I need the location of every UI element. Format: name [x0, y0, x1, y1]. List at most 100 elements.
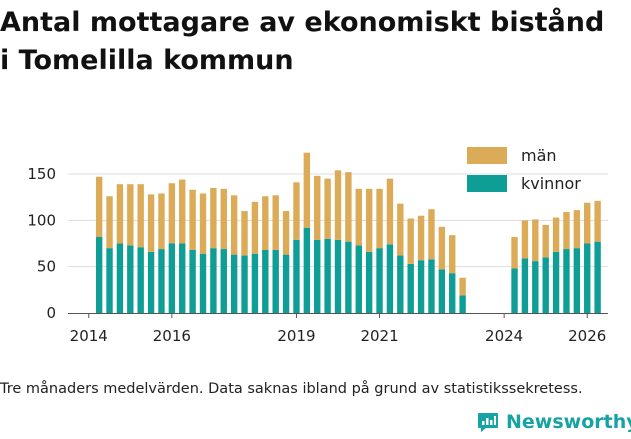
legend: män kvinnor: [467, 146, 581, 193]
bar-kvinnor: [594, 241, 601, 313]
bar-man: [573, 210, 581, 249]
bar-kvinnor: [365, 251, 373, 313]
title-line-2: i Tomelilla kommun: [0, 45, 294, 76]
bar-kvinnor: [127, 245, 134, 313]
bar-kvinnor: [345, 241, 352, 313]
bar-man: [532, 219, 539, 262]
x-tick-2016: 2016: [153, 327, 191, 345]
bar-kvinnor: [241, 255, 248, 313]
x-tick-2021: 2021: [360, 327, 398, 345]
brand-name: Newsworthy: [506, 411, 631, 433]
bar-man: [210, 187, 217, 249]
bar-man: [262, 196, 269, 250]
bar-kvinnor: [179, 243, 186, 313]
bar-kvinnor: [334, 239, 342, 313]
bar-man: [272, 195, 279, 250]
bar-kvinnor: [563, 249, 570, 313]
bar-man: [376, 188, 383, 249]
bar-kvinnor: [407, 263, 414, 313]
x-tick-labels: 2014 2016 2019 2021 2024 2026: [70, 313, 606, 345]
bars: [95, 152, 601, 313]
bar-man: [428, 209, 435, 260]
bar-kvinnor: [168, 243, 176, 313]
bar-kvinnor: [376, 248, 383, 313]
bar-man: [293, 182, 300, 240]
bar-man: [147, 194, 155, 252]
bar-kvinnor: [521, 258, 529, 313]
bar-kvinnor: [573, 248, 581, 313]
bar-kvinnor: [386, 244, 394, 313]
bar-man: [314, 175, 321, 240]
y-tick-150: 150: [27, 165, 56, 183]
x-tick-2019: 2019: [277, 327, 315, 345]
bar-man: [189, 189, 196, 250]
x-tick-2026: 2026: [568, 327, 606, 345]
bar-kvinnor: [210, 248, 217, 313]
bar-man: [127, 184, 134, 246]
bar-kvinnor: [532, 261, 539, 313]
newsworthy-logo-icon: [478, 413, 498, 432]
bar-man: [137, 184, 144, 248]
bar-man: [407, 218, 414, 264]
bar-man: [282, 211, 290, 255]
legend-swatch-man: [467, 147, 507, 164]
bar-man: [584, 202, 591, 244]
bar-man: [397, 203, 404, 256]
bar-man: [521, 220, 529, 259]
bar-kvinnor: [428, 259, 435, 313]
bar-kvinnor: [95, 237, 103, 313]
bar-kvinnor: [438, 269, 446, 313]
legend-label-kvinnor: kvinnor: [521, 174, 581, 193]
bar-kvinnor: [397, 255, 404, 313]
bar-kvinnor: [355, 245, 362, 313]
bar-kvinnor: [417, 260, 425, 313]
bar-man: [449, 235, 456, 274]
bar-kvinnor: [230, 254, 238, 313]
bar-man: [168, 183, 176, 244]
bar-man: [594, 200, 601, 242]
bar-man: [158, 193, 165, 250]
bar-man: [345, 172, 352, 242]
bar-man: [303, 152, 311, 228]
bar-man: [324, 178, 331, 239]
bar-man: [334, 170, 342, 240]
bar-man: [106, 196, 113, 249]
legend-swatch-kvinnor: [467, 175, 507, 192]
bar-man: [116, 184, 124, 244]
y-tick-100: 100: [27, 211, 56, 229]
bar-kvinnor: [147, 251, 155, 313]
bar-kvinnor: [293, 239, 300, 313]
footnote: Tre månaders medelvärden. Data saknas ib…: [0, 381, 583, 397]
bar-kvinnor: [542, 257, 549, 313]
bar-man: [355, 188, 362, 246]
newsworthy-logo[interactable]: Newsworthy: [476, 406, 631, 438]
x-tick-2014: 2014: [70, 327, 108, 345]
bar-kvinnor: [324, 238, 331, 313]
bar-kvinnor: [459, 295, 466, 313]
y-tick-0: 0: [46, 304, 56, 322]
bar-man: [438, 226, 446, 270]
bar-kvinnor: [199, 253, 207, 313]
bar-kvinnor: [314, 239, 321, 313]
chart-title: Antal mottagare av ekonomiskt bistånd i …: [0, 4, 631, 80]
bar-man: [386, 178, 394, 245]
bar-man: [563, 211, 570, 250]
bar-man: [459, 277, 466, 296]
bar-kvinnor: [189, 249, 196, 313]
bar-kvinnor: [106, 248, 113, 313]
bar-kvinnor: [272, 249, 279, 313]
bar-kvinnor: [220, 249, 227, 313]
y-tick-50: 50: [37, 258, 56, 276]
bar-kvinnor: [303, 227, 311, 313]
bar-man: [251, 201, 259, 254]
bar-man: [552, 217, 560, 252]
bar-kvinnor: [158, 249, 165, 313]
bar-man: [95, 176, 103, 238]
bar-kvinnor: [251, 253, 259, 313]
x-tick-2024: 2024: [485, 327, 523, 345]
bar-kvinnor: [449, 273, 456, 313]
y-tick-labels: 0 50 100 150: [27, 165, 56, 322]
bar-kvinnor: [552, 251, 560, 313]
title-line-1: Antal mottagare av ekonomiskt bistånd: [0, 7, 605, 38]
